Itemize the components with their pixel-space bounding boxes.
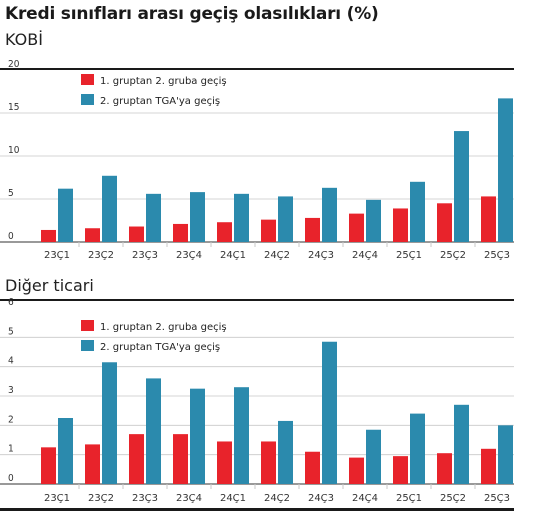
legend-swatch [81,74,94,85]
bar-series1 [393,208,408,242]
y-tick-label: 5 [8,188,14,199]
y-tick-label: 3 [8,385,14,396]
bar-series1 [437,453,452,484]
bar-series2 [454,131,469,242]
y-tick-label: 10 [8,145,20,156]
legend-label: 2. gruptan TGA'ya geçiş [100,342,220,353]
x-tick-label: 23Ç4 [176,250,202,261]
x-tick-label: 25Ç1 [396,250,422,261]
y-tick-label: 5 [8,326,14,337]
legend-label: 1. gruptan 2. gruba geçiş [100,76,227,87]
bottom-rule [0,508,514,511]
x-tick-label: 23Ç4 [176,493,202,504]
x-tick-label: 24Ç4 [352,250,378,261]
x-tick-label: 24Ç3 [308,250,334,261]
legend-label: 1. gruptan 2. gruba geçiş [100,322,227,333]
legend-label: 2. gruptan TGA'ya geçiş [100,96,220,107]
bar-series2 [190,192,205,242]
bar-series1 [437,203,452,242]
x-tick-label: 23Ç3 [132,493,158,504]
bar-series2 [410,181,425,242]
y-tick-label: 20 [8,59,20,70]
x-tick-label: 24Ç4 [352,493,378,504]
x-tick-label: 23Ç2 [88,250,114,261]
bar-series1 [41,229,56,242]
bar-series2 [278,420,293,484]
bar-series2 [102,362,117,484]
bar-series2 [234,193,249,242]
chart-kobi: 0 5 10 15 20 23Ç1 23Ç2 23Ç3 23Ç4 24Ç1 24Ç2 24Ç3 24Ç4… [0,59,514,261]
bar-series1 [481,448,496,484]
bar-series1 [41,447,56,484]
x-tick-label: 25Ç2 [440,250,466,261]
bar-series2 [322,341,337,484]
y-tick-label: 0 [8,473,14,484]
bar-series1 [217,441,232,484]
x-tick-label: 24Ç1 [220,493,246,504]
bar-series2 [146,193,161,242]
x-tick-label: 23Ç3 [132,250,158,261]
x-tick-label: 24Ç3 [308,493,334,504]
x-tick-label: 25Ç2 [440,493,466,504]
bar-series2 [366,199,381,242]
panel-top-rule [0,299,514,301]
x-tick-label: 23Ç1 [44,250,70,261]
bar-series1 [217,222,232,242]
y-tick-label: 2 [8,414,14,425]
x-tick-label: 25Ç3 [484,250,510,261]
legend-swatch [81,94,94,105]
bar-series1 [129,434,144,484]
bar-series1 [349,213,364,242]
legend-swatch [81,340,94,351]
bar-series2 [410,413,425,484]
legend-swatch [81,320,94,331]
bar-series1 [481,196,496,242]
bar-series2 [234,387,249,484]
main-title: Kredi sınıfları arası geçiş olasılıkları… [5,4,379,24]
chart-diger-ticari-title: Diğer ticari [5,276,94,295]
bar-series2 [366,429,381,484]
bar-series2 [322,187,337,242]
bar-series1 [173,223,188,242]
x-tick-label: 25Ç1 [396,493,422,504]
bar-series2 [102,175,117,242]
x-tick-label: 23Ç1 [44,493,70,504]
x-tick-label: 25Ç3 [484,493,510,504]
x-tick-label: 24Ç2 [264,493,290,504]
panel-top-rule [0,68,514,70]
x-tick-label: 23Ç2 [88,493,114,504]
y-tick-label: 0 [8,231,14,242]
bar-series2 [58,188,73,242]
bar-series1 [85,444,100,484]
x-tick-label: 24Ç1 [220,250,246,261]
bar-series1 [393,456,408,484]
bar-series2 [278,196,293,242]
bar-series1 [305,217,320,242]
bar-series2 [146,378,161,484]
bar-series2 [498,98,513,242]
bar-series2 [58,418,73,484]
y-tick-label: 6 [8,297,14,308]
bar-series1 [129,226,144,242]
bar-series2 [498,425,513,484]
bar-series1 [85,228,100,242]
bar-series1 [305,451,320,484]
bar-series2 [454,404,469,484]
y-tick-label: 1 [8,444,14,455]
x-tick-label: 24Ç2 [264,250,290,261]
bar-series2 [190,388,205,484]
bar-series1 [261,219,276,242]
bar-series1 [173,434,188,484]
y-tick-label: 15 [8,102,19,113]
y-tick-label: 4 [8,356,14,367]
chart-kobi-title: KOBİ [5,30,43,49]
bar-series1 [261,441,276,484]
bar-series1 [349,457,364,484]
